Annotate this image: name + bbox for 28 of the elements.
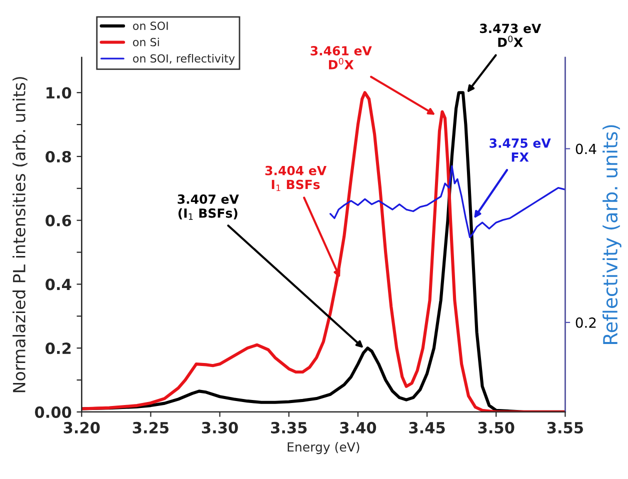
x-tick-label: 3.35 — [271, 422, 307, 434]
y-tick-label: 0.00 — [34, 406, 72, 418]
x-tick-label: 3.30 — [202, 422, 238, 434]
x-tick-label: 3.55 — [547, 422, 583, 434]
legend-label: on SOI, reflectivity — [133, 54, 235, 65]
y-tick-label: 0.6 — [46, 214, 72, 226]
y-tick-label: 0.4 — [46, 278, 72, 290]
y2-axis-title: Reflectivity (arb. units) — [602, 125, 622, 344]
x-tick-label: 3.45 — [409, 422, 445, 434]
annotation: 3.475 eV FX — [490, 138, 551, 162]
y-tick-label: 1.0 — [46, 87, 72, 99]
x-tick-label: 3.25 — [132, 422, 168, 434]
legend-label: on SOI — [133, 22, 168, 30]
y2-tick-label: 0.2 — [576, 317, 596, 328]
x-tick-label: 3.20 — [64, 422, 100, 434]
legend-label: on Si — [133, 38, 159, 46]
annotation: 3.407 eV (I$_{1}$ BSFs) — [178, 194, 239, 220]
y-tick-label: 0.2 — [46, 342, 71, 354]
y-axis-title: Normalazied PL intensities (arb. units) — [12, 77, 28, 392]
annotation: 3.473 eV D$^{0}$X — [480, 24, 542, 47]
line-series — [329, 165, 566, 238]
y-tick-label: 0.8 — [46, 150, 71, 162]
x-tick-label: 3.40 — [340, 422, 376, 434]
x-axis-title: Energy (eV) — [288, 442, 360, 454]
x-tick-label: 3.50 — [478, 422, 514, 434]
y2-tick-label: 0.4 — [576, 144, 596, 154]
annotation: 3.404 eV I$_{1}$ BSFs — [265, 166, 327, 192]
annotation: 3.461 eV D$^{0}$X — [310, 46, 372, 70]
